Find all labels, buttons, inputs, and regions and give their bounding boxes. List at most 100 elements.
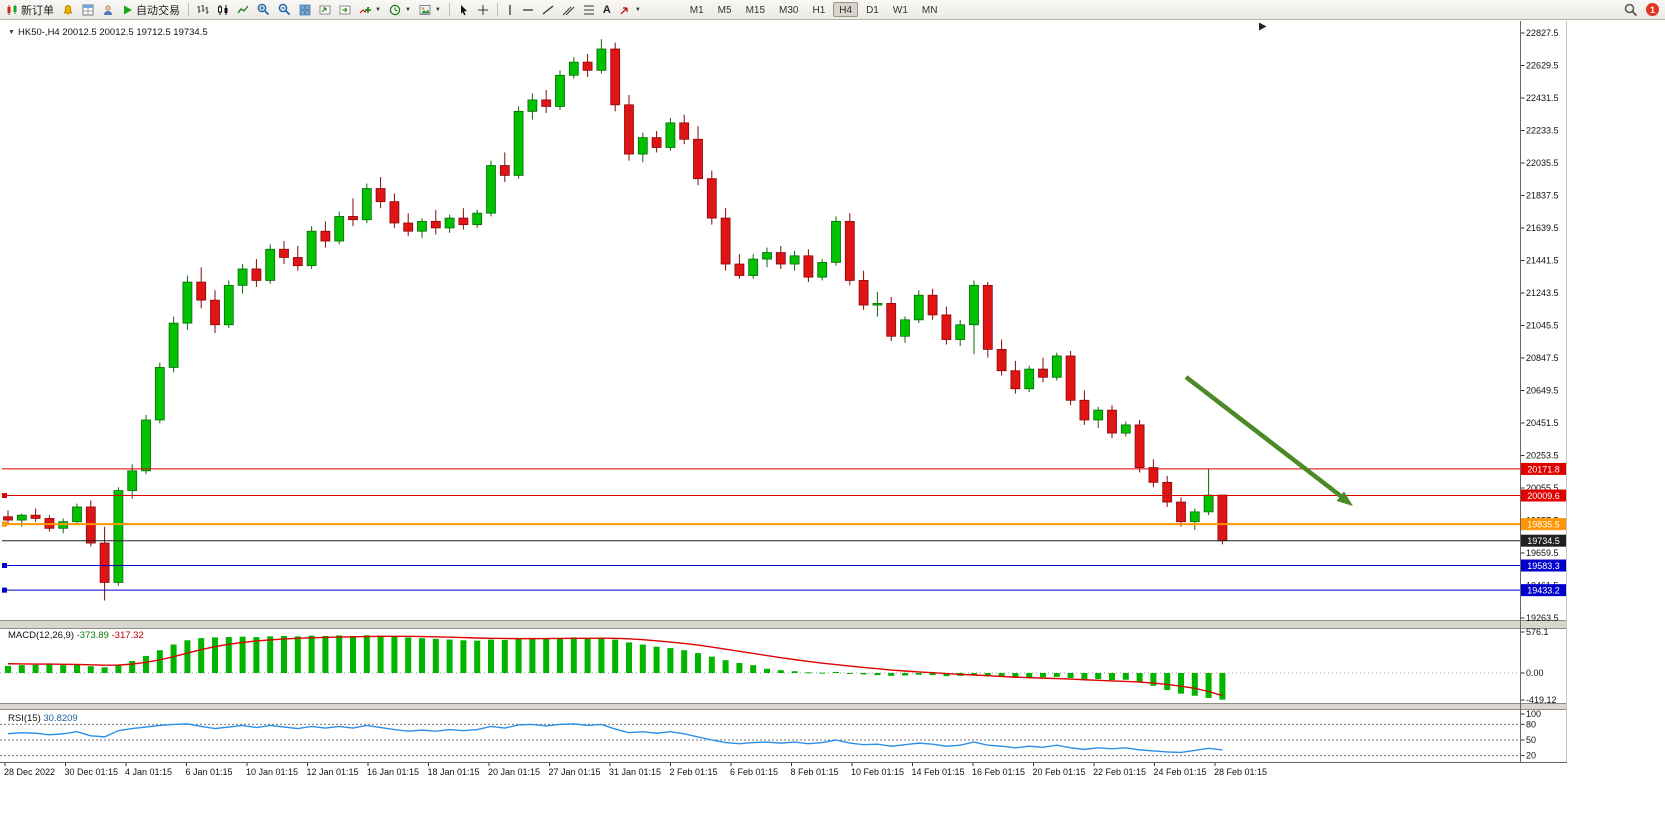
candle-body [472,212,483,226]
candlestick-chart-button[interactable] [214,1,232,18]
resistance-line-red-2[interactable]: 20009.6 [2,489,1566,502]
crosshair-button[interactable] [474,1,492,18]
chart-menu-icon[interactable]: ▼ [8,29,15,36]
candle-body [1093,409,1104,421]
cursor-button[interactable] [455,1,472,18]
auto-trading-button[interactable]: 自动交易 [119,1,183,18]
time-axis-label: 10 Feb 01:15 [851,767,904,777]
candle-body [651,137,662,148]
templates-button[interactable]: ▼ [416,1,444,18]
candle-body [196,281,207,301]
line-handle[interactable] [2,521,7,527]
horizontal-line-tool-button[interactable] [519,1,537,18]
timeframe-m30-button[interactable]: M30 [779,5,799,16]
time-axis-label: 6 Jan 01:15 [186,767,233,777]
support-line-orange[interactable]: 19835.5 [2,518,1566,531]
timeframe-w1-button[interactable]: W1 [892,5,908,16]
candle-body [279,248,289,258]
chart-shift-button[interactable] [316,1,334,18]
candle-body [596,48,607,71]
time-axis[interactable]: 28 Dec 2022 30 Dec 01:15 4 Jan 01:15 6 Jan … [4,762,1267,778]
search-button[interactable] [1621,1,1641,18]
arrows-tool-button[interactable]: ▼ [616,1,644,18]
line-handle[interactable] [2,563,7,569]
tile-windows-button[interactable] [296,1,314,18]
bar-chart-button[interactable] [194,1,212,18]
timeframe-m5-button[interactable]: M5 [717,5,732,16]
pane-splitter[interactable] [0,703,1567,710]
price-axis-label: 22035.5 [1526,158,1559,168]
trendline-tool-button[interactable] [539,1,557,18]
candle-body [706,178,717,219]
indicators-button[interactable]: ▼ [356,1,384,18]
support-line-blue-1[interactable]: 19583.3 [2,559,1566,572]
line-chart-button[interactable] [234,1,252,18]
candle-body [403,222,414,232]
market-watch-button[interactable] [79,1,97,18]
timeframe-d1-button[interactable]: D1 [866,5,879,16]
trend-arrow-annotation[interactable] [1184,375,1353,506]
timeframe-h1-button[interactable]: H1 [812,5,826,16]
timeframe-mn-button[interactable]: MN [921,5,938,16]
text-tool-button[interactable]: A [600,1,614,18]
macd-axis-label: -419.12 [1526,695,1557,705]
zoom-in-button[interactable] [254,1,273,18]
candle-body [941,314,952,340]
candle-body [1162,481,1173,503]
candle-body [610,48,621,106]
candle-body [265,248,276,281]
candle-body [817,261,828,278]
new-order-icon [7,4,17,15]
channel-tool-button[interactable] [559,1,578,18]
price-axis-label: 22629.5 [1526,61,1559,71]
candle-body [900,319,910,337]
candle-body [541,99,552,107]
notification-button[interactable]: 1 [1643,1,1662,18]
current-price-line[interactable]: 19734.5 [2,534,1566,547]
candle-body [3,516,13,521]
timeframe-m1-button[interactable]: M1 [689,5,704,16]
zoom-in-icon [257,3,270,16]
tile-windows-icon [299,4,311,15]
new-order-button[interactable]: 新订单 [3,1,57,18]
auto-scroll-button[interactable] [336,1,354,18]
price-axis[interactable]: 22827.5 22629.5 22431.5 22233.5 22035.5 21837… [1521,28,1559,623]
line-handle[interactable] [2,493,7,499]
zoom-out-button[interactable] [275,1,294,18]
vertical-line-tool-button[interactable] [503,1,517,18]
candle-body [637,137,648,155]
candle-body [361,188,372,221]
caret-down-icon: ▼ [634,6,641,13]
crosshair-icon [477,4,488,15]
time-axis-label: 12 Jan 01:15 [307,767,359,777]
profile-icon [104,4,112,15]
toolbar-separator [448,3,450,16]
line-handle[interactable] [2,587,7,593]
pane-splitter[interactable] [0,620,1567,629]
timeframe-h4-button[interactable]: H4 [833,2,859,17]
main-toolbar: 新订单 自动交易 ▼ ▼ ▼ [0,0,1665,20]
alerts-button[interactable] [59,1,77,18]
chart-title: HK50-,H4 20012.5 20012.5 19712.5 19734.5 [18,27,208,38]
periods-button[interactable]: ▼ [386,1,414,18]
macd-axis-label: 0.00 [1526,668,1544,678]
candle-body [789,255,800,265]
price-tag-label: 20171.8 [1527,464,1560,474]
resistance-line-red-1[interactable]: 20171.8 [2,462,1566,475]
price-axis-label: 19659.5 [1526,548,1559,558]
rsi-line [7,723,1223,754]
candle-body [734,263,745,276]
time-axis-label: 28 Feb 01:15 [1214,767,1267,777]
candle-body [831,220,841,263]
price-tag-label: 20009.6 [1527,491,1560,501]
candle-body [1051,355,1062,378]
price-axis-label: 21441.5 [1526,256,1559,266]
scroll-position-marker-icon[interactable] [1259,22,1267,31]
price-tag-label: 19433.2 [1527,586,1560,596]
navigator-button[interactable] [99,1,117,18]
candle-body [16,514,27,521]
support-line-blue-2[interactable]: 19433.2 [2,584,1566,597]
timeframe-m15-button[interactable]: M15 [745,5,766,16]
fibonacci-tool-button[interactable] [580,1,598,18]
